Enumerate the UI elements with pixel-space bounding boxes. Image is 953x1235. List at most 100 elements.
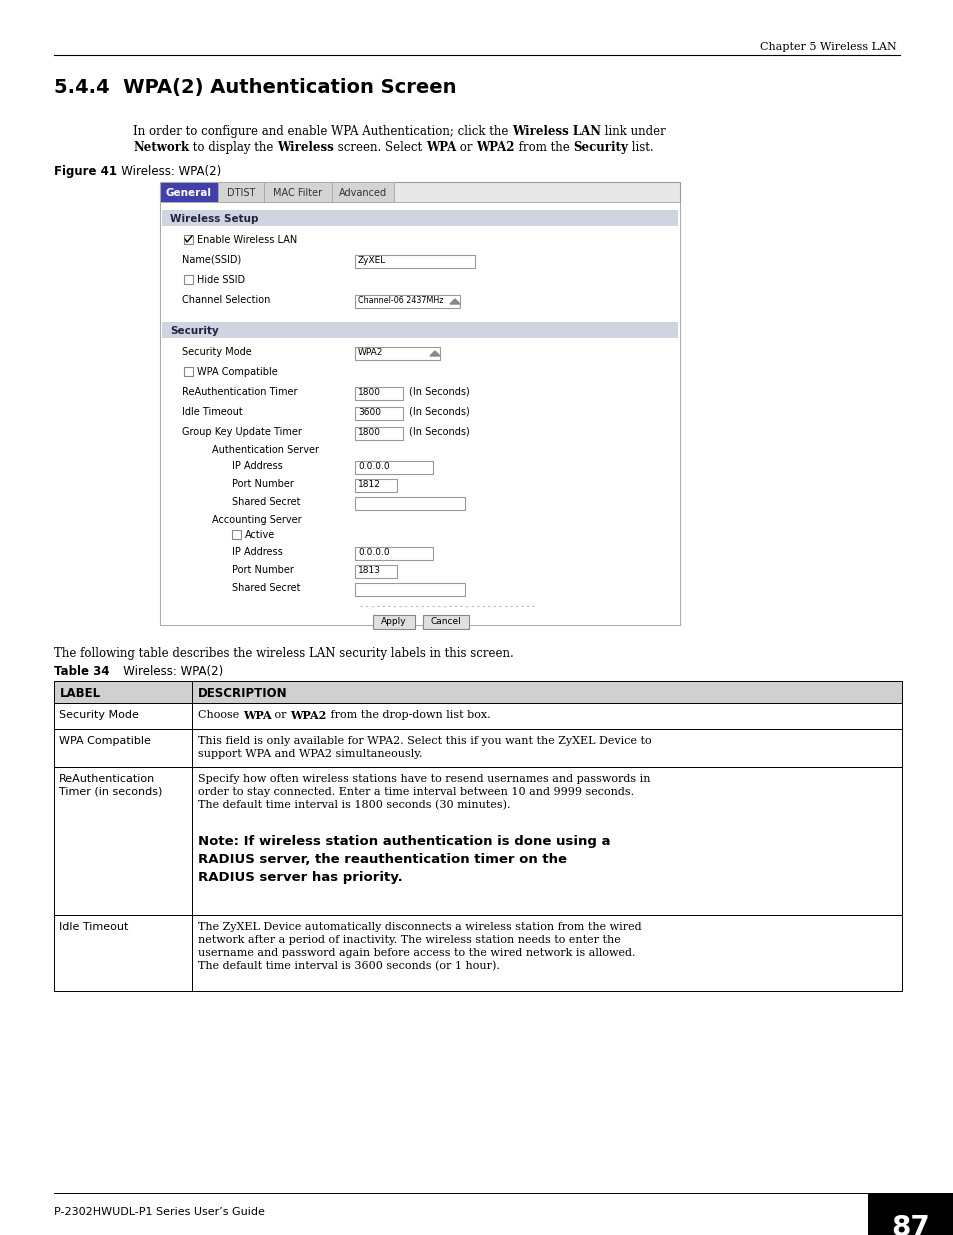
- Polygon shape: [450, 299, 459, 304]
- Text: WPA2: WPA2: [290, 710, 326, 721]
- Bar: [160, 182, 218, 203]
- Text: WPA Compatible: WPA Compatible: [196, 367, 277, 377]
- Text: Security: Security: [170, 326, 218, 336]
- Text: Specify how often wireless stations have to resend usernames and passwords in
or: Specify how often wireless stations have…: [198, 774, 650, 810]
- Text: Authentication Server: Authentication Server: [212, 445, 318, 454]
- Text: Shared Secret: Shared Secret: [232, 496, 300, 508]
- Bar: [355, 547, 433, 559]
- Text: 1813: 1813: [357, 566, 380, 576]
- Bar: [355, 461, 433, 474]
- Text: Idle Timeout: Idle Timeout: [182, 408, 242, 417]
- Text: list.: list.: [628, 141, 653, 154]
- Bar: [867, 1193, 953, 1235]
- Text: to display the: to display the: [189, 141, 277, 154]
- Bar: [184, 275, 193, 284]
- Text: Group Key Update Timer: Group Key Update Timer: [182, 427, 301, 437]
- Bar: [332, 182, 394, 203]
- Text: LABEL: LABEL: [60, 687, 101, 700]
- Text: 0.0.0.0: 0.0.0.0: [357, 462, 389, 471]
- Text: Figure 41: Figure 41: [54, 165, 117, 178]
- Text: Wireless: WPA(2): Wireless: WPA(2): [110, 165, 221, 178]
- Bar: [162, 210, 678, 226]
- Text: IP Address: IP Address: [232, 547, 282, 557]
- Bar: [184, 235, 193, 245]
- Bar: [160, 203, 679, 625]
- Text: Shared Secret: Shared Secret: [232, 583, 300, 593]
- Bar: [54, 703, 192, 729]
- Bar: [192, 767, 901, 915]
- Text: (In Seconds): (In Seconds): [409, 387, 469, 396]
- Text: DESCRIPTION: DESCRIPTION: [198, 687, 287, 700]
- Text: Table 34: Table 34: [54, 664, 110, 678]
- Text: Wireless LAN: Wireless LAN: [512, 125, 600, 138]
- Text: Security Mode: Security Mode: [59, 710, 139, 720]
- Text: or: or: [271, 710, 290, 720]
- Text: screen. Select: screen. Select: [334, 141, 425, 154]
- Text: Choose: Choose: [198, 710, 242, 720]
- Text: Advanced: Advanced: [338, 188, 387, 198]
- Bar: [355, 347, 439, 359]
- Text: Note: If wireless station authentication is done using a
RADIUS server, the reau: Note: If wireless station authentication…: [198, 835, 610, 884]
- Bar: [54, 915, 192, 990]
- Text: This field is only available for WPA2. Select this if you want the ZyXEL Device : This field is only available for WPA2. S…: [198, 736, 651, 758]
- Bar: [162, 322, 678, 338]
- Text: DTIST: DTIST: [227, 188, 254, 198]
- Bar: [54, 680, 901, 703]
- Text: or: or: [456, 141, 476, 154]
- Bar: [355, 295, 459, 308]
- Text: 5.4.4  WPA(2) Authentication Screen: 5.4.4 WPA(2) Authentication Screen: [54, 78, 456, 98]
- Text: MAC Filter: MAC Filter: [274, 188, 322, 198]
- Text: from the drop-down list box.: from the drop-down list box.: [326, 710, 490, 720]
- Text: WPA2: WPA2: [476, 141, 515, 154]
- Text: Hide SSID: Hide SSID: [196, 275, 245, 285]
- Text: link under: link under: [600, 125, 665, 138]
- Text: Wireless: Wireless: [277, 141, 334, 154]
- Text: P-2302HWUDL-P1 Series User’s Guide: P-2302HWUDL-P1 Series User’s Guide: [54, 1207, 265, 1216]
- Text: Port Number: Port Number: [232, 564, 294, 576]
- Bar: [355, 427, 402, 440]
- Bar: [355, 479, 396, 492]
- Bar: [355, 564, 396, 578]
- Polygon shape: [430, 351, 439, 356]
- Text: ReAuthentication
Timer (in seconds): ReAuthentication Timer (in seconds): [59, 774, 162, 797]
- Text: Network: Network: [132, 141, 189, 154]
- Text: General: General: [166, 188, 212, 198]
- Bar: [422, 615, 469, 629]
- Bar: [355, 254, 475, 268]
- Text: Wireless: WPA(2): Wireless: WPA(2): [112, 664, 223, 678]
- Text: ReAuthentication Timer: ReAuthentication Timer: [182, 387, 297, 396]
- Bar: [54, 767, 192, 915]
- Bar: [192, 915, 901, 990]
- Text: Active: Active: [245, 530, 275, 540]
- Text: ZyXEL: ZyXEL: [357, 256, 386, 266]
- Text: 0.0.0.0: 0.0.0.0: [357, 548, 389, 557]
- Bar: [160, 182, 679, 625]
- Text: Apply: Apply: [381, 618, 406, 626]
- Bar: [355, 496, 464, 510]
- Bar: [355, 408, 402, 420]
- Text: The following table describes the wireless LAN security labels in this screen.: The following table describes the wirele…: [54, 647, 514, 659]
- Bar: [184, 367, 193, 375]
- Text: Idle Timeout: Idle Timeout: [59, 923, 129, 932]
- Text: Security Mode: Security Mode: [182, 347, 252, 357]
- Text: 1800: 1800: [357, 429, 380, 437]
- Text: WPA: WPA: [242, 710, 271, 721]
- Bar: [192, 729, 901, 767]
- Bar: [355, 583, 464, 597]
- Text: WPA: WPA: [425, 141, 456, 154]
- Text: from the: from the: [515, 141, 573, 154]
- Bar: [54, 729, 192, 767]
- Text: Accounting Server: Accounting Server: [212, 515, 301, 525]
- Text: 87: 87: [891, 1214, 929, 1235]
- Text: 1800: 1800: [357, 388, 380, 396]
- Text: The ZyXEL Device automatically disconnects a wireless station from the wired
net: The ZyXEL Device automatically disconnec…: [198, 923, 641, 971]
- Text: (In Seconds): (In Seconds): [409, 408, 469, 417]
- Text: Channel Selection: Channel Selection: [182, 295, 270, 305]
- Text: WPA2: WPA2: [357, 348, 383, 357]
- Text: Wireless Setup: Wireless Setup: [170, 214, 258, 224]
- Text: Enable Wireless LAN: Enable Wireless LAN: [196, 235, 297, 245]
- Text: 1812: 1812: [357, 480, 380, 489]
- Text: Security: Security: [573, 141, 628, 154]
- Text: Chapter 5 Wireless LAN: Chapter 5 Wireless LAN: [760, 42, 896, 52]
- Text: WPA Compatible: WPA Compatible: [59, 736, 151, 746]
